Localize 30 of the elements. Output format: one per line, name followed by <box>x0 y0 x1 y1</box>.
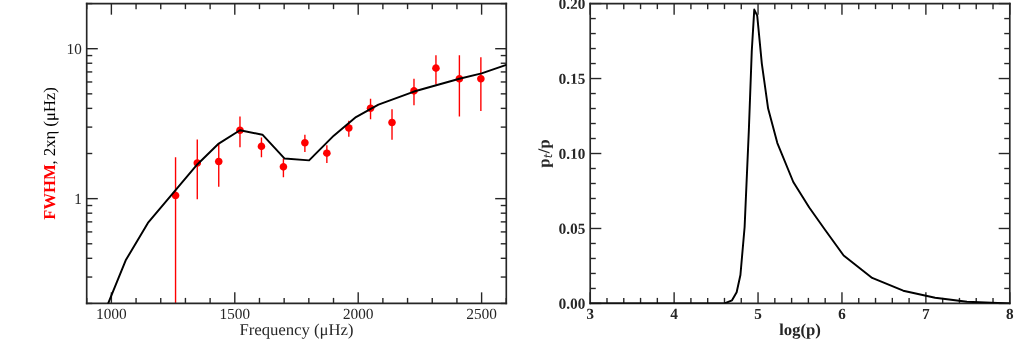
x-tick-label: 3 <box>586 308 594 320</box>
x-tick-label: 2500 <box>467 308 497 320</box>
x-tick-label: 1500 <box>220 308 250 320</box>
x-axis-title: Frequency (μHz) <box>239 323 353 339</box>
point <box>279 163 288 171</box>
point <box>388 118 396 127</box>
y-tick-label: 0.05 <box>559 223 585 234</box>
point <box>345 124 353 132</box>
y-tick-label: 0.15 <box>559 73 585 85</box>
y-tick-label: 1 <box>75 193 81 204</box>
x-tick-label: 2000 <box>343 308 373 320</box>
x-tick-label: 7 <box>922 308 930 319</box>
point <box>477 74 485 83</box>
point <box>323 149 331 157</box>
y-tick-label: 10 <box>67 43 82 55</box>
x-tick-label: 1000 <box>97 308 127 320</box>
y-axis-title: FWHM, 2xη (μHz) <box>43 87 59 220</box>
x-tick-label: 4 <box>670 308 678 319</box>
point <box>432 64 440 72</box>
point <box>257 142 266 151</box>
x-tick-label: 6 <box>838 308 846 320</box>
y-tick-label: 0.00 <box>559 298 585 309</box>
point <box>214 157 223 166</box>
x-tick-label: 5 <box>754 308 762 320</box>
point <box>301 138 309 147</box>
x-tick-label: 8 <box>1006 308 1014 320</box>
line-series <box>107 63 507 304</box>
y-tick-label: 0.10 <box>559 148 585 160</box>
y-axis-title: p$_{t}$/p <box>538 140 553 168</box>
x-axis-title: log(p) <box>779 323 821 339</box>
